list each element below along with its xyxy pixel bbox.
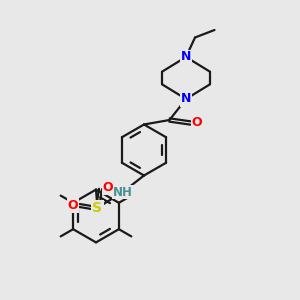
Text: O: O (103, 181, 113, 194)
Text: O: O (68, 199, 78, 212)
Text: N: N (181, 92, 191, 106)
Text: S: S (92, 202, 103, 215)
Text: O: O (192, 116, 203, 130)
Text: N: N (181, 50, 191, 64)
Text: NH: NH (113, 185, 133, 199)
